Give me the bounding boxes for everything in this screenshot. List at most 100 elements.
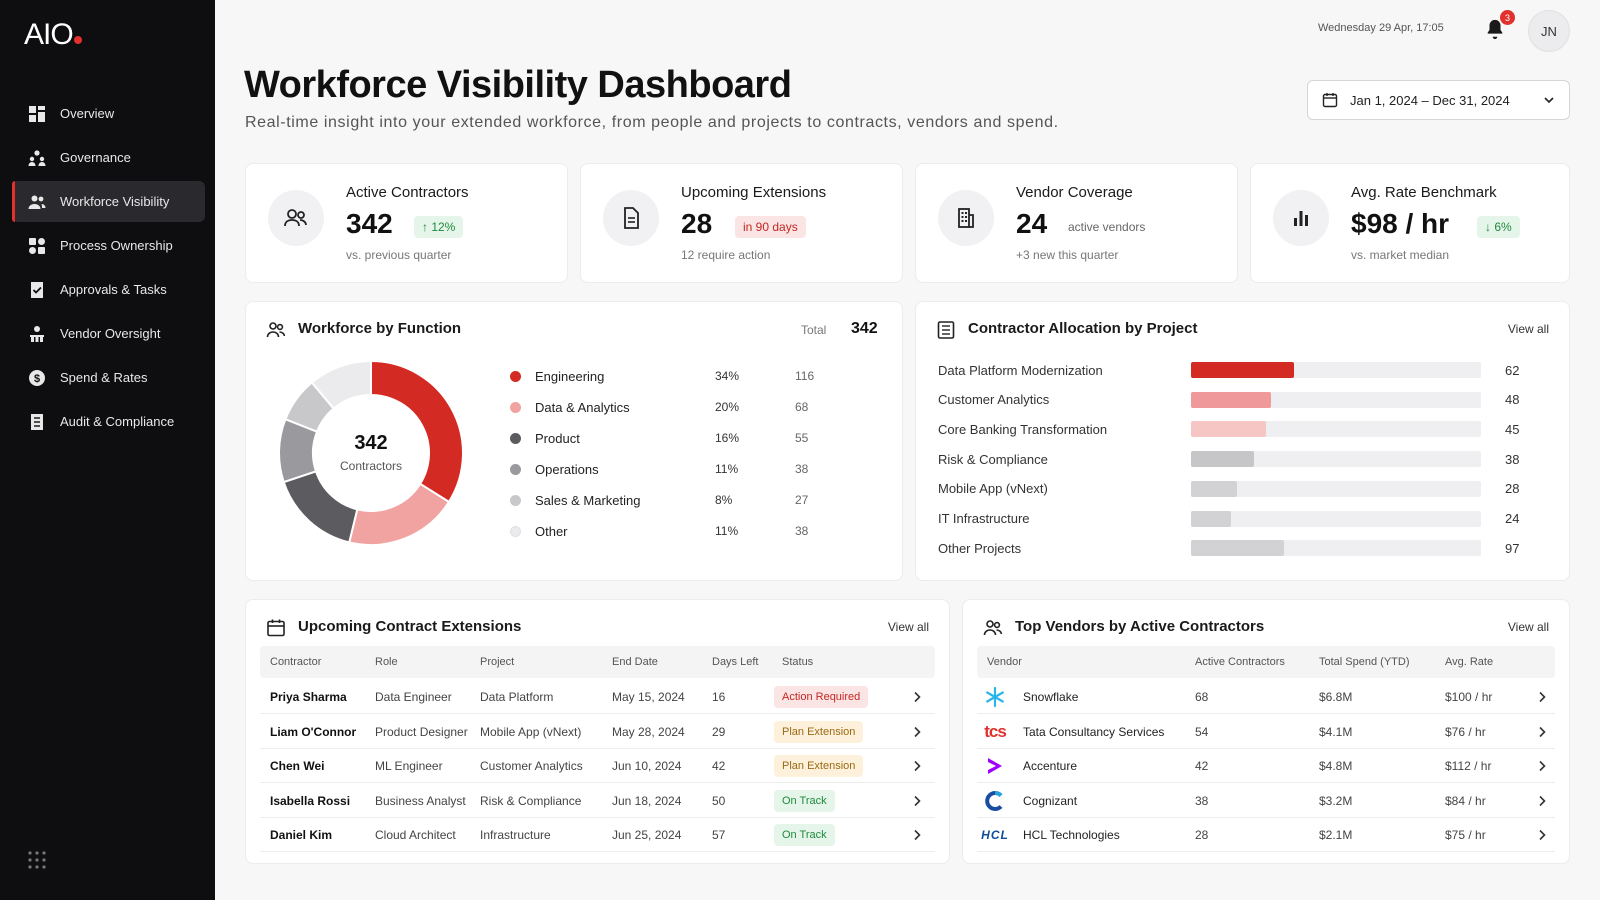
chevron-right-icon[interactable] [1537, 760, 1547, 772]
table-row[interactable]: Cognizant 38 $3.2M $84 / hr [977, 784, 1555, 818]
allocation-row[interactable]: Risk & Compliance 38 [938, 448, 1558, 470]
logo-dot [73, 36, 82, 44]
page-subtitle: Real-time insight into your extended wor… [245, 114, 1059, 131]
bell-icon[interactable] [1484, 18, 1506, 40]
date-range-label: Jan 1, 2024 – Dec 31, 2024 [1350, 92, 1510, 108]
sidebar-item-approvals-and-tasks[interactable]: Approvals & Tasks [12, 269, 205, 310]
chevron-right-icon[interactable] [912, 691, 922, 703]
active-contractors: 42 [1195, 759, 1209, 773]
sidebar-item-governance[interactable]: Governance [12, 137, 205, 178]
table-row[interactable]: Chen Wei ML Engineer Customer Analytics Jun… [260, 749, 935, 783]
kpi-icon-wrap [1273, 190, 1329, 246]
allocation-row[interactable]: Data Platform Modernization 62 [938, 359, 1558, 381]
sidebar-item-spend-and-rates[interactable]: $ Spend & Rates [12, 357, 205, 398]
table-row[interactable]: Isabella Rossi Business Analyst Risk & Com… [260, 784, 935, 818]
chevron-right-icon[interactable] [1537, 726, 1547, 738]
allocation-view-all-link[interactable]: View all [1507, 322, 1549, 336]
legend-count: 55 [795, 431, 809, 445]
chevron-right-icon[interactable] [1537, 795, 1547, 807]
vendor-name: Cognizant [1023, 793, 1078, 808]
table-row[interactable]: Snowflake 68 $6.8M $100 / hr [977, 680, 1555, 714]
donut-slice-data-and-analytics[interactable] [348, 482, 451, 546]
table-row[interactable]: Daniel Kim Cloud Architect Infrastructure J… [260, 818, 935, 852]
table-row[interactable]: Liam O'Connor Product Designer Mobile App … [260, 715, 935, 749]
table-row[interactable]: tcs Tata Consultancy Services 54 $4.1M $76 /… [977, 715, 1555, 749]
chevron-right-icon[interactable] [1537, 829, 1547, 841]
column-header: Project [480, 656, 515, 668]
app-logo[interactable]: AIO [24, 18, 82, 52]
table-row[interactable]: HCL HCL Technologies 28 $2.1M $75 / hr [977, 818, 1555, 852]
table-row[interactable]: Accenture 42 $4.8M $112 / hr [977, 749, 1555, 783]
sidebar: AIO Overview Governance Workforce Visibili… [0, 0, 215, 900]
sidebar-item-vendor-oversight[interactable]: Vendor Oversight [12, 313, 205, 354]
calendar-icon [267, 619, 285, 637]
column-header: Role [375, 656, 398, 668]
page-title: Workforce Visibility Dashboard [244, 64, 792, 106]
kpi-subtext: vs. market median [1351, 248, 1450, 262]
chevron-right-icon[interactable] [912, 829, 922, 841]
allocation-row[interactable]: Mobile App (vNext) 28 [938, 478, 1558, 500]
allocation-bar-track [1191, 391, 1481, 408]
contractor-project: Risk & Compliance [480, 793, 582, 808]
days-left: 42 [712, 759, 726, 773]
legend-color-dot [510, 401, 521, 413]
donut-slice-product[interactable] [282, 470, 359, 544]
sidebar-item-process-ownership[interactable]: Process Ownership [12, 225, 205, 266]
users-icon [983, 620, 1003, 636]
legend-count: 38 [795, 462, 809, 476]
grid-icon [28, 105, 46, 123]
kpi-subtext: vs. previous quarter [346, 248, 452, 262]
chevron-right-icon[interactable] [1537, 691, 1547, 703]
contractor-name: Priya Sharma [270, 690, 347, 704]
chevron-right-icon[interactable] [912, 795, 922, 807]
legend-item: Product 16% 55 [510, 423, 840, 453]
table-row[interactable]: Priya Sharma Data Engineer Data Platform Ma… [260, 680, 935, 714]
checklist-icon [28, 281, 46, 299]
panel-title: Upcoming Contract Extensions [298, 618, 522, 635]
allocation-bar-track [1191, 510, 1481, 527]
allocation-value: 97 [1505, 540, 1520, 556]
days-left: 50 [712, 793, 726, 808]
sidebar-item-audit-and-compliance[interactable]: Audit & Compliance [12, 401, 205, 442]
date-range-picker[interactable]: Jan 1, 2024 – Dec 31, 2024 [1307, 80, 1570, 120]
allocation-value: 28 [1505, 481, 1520, 497]
kpi-title: Upcoming Extensions [681, 184, 827, 201]
chevron-right-icon[interactable] [912, 726, 922, 738]
extensions-view-all-link[interactable]: View all [887, 620, 929, 634]
allocation-row[interactable]: Customer Analytics 48 [938, 389, 1558, 411]
user-avatar[interactable]: JN [1528, 10, 1570, 52]
project-name: Customer Analytics [938, 392, 1050, 408]
project-name: Risk & Compliance [938, 451, 1048, 467]
donut-slice-engineering[interactable] [370, 360, 464, 504]
legend-item: Engineering 34% 116 [510, 361, 840, 391]
kpi-icon-wrap [603, 190, 659, 246]
vendors-view-all-link[interactable]: View all [1507, 620, 1549, 634]
allocation-value: 62 [1505, 362, 1520, 378]
allocation-bar-fill [1191, 391, 1271, 408]
donut-slice-other[interactable] [310, 360, 372, 410]
avg-rate: $100 / hr [1445, 690, 1493, 704]
status-badge: Action Required [774, 686, 869, 708]
allocation-bar-track [1191, 540, 1481, 557]
extensions-table-header: Contractor Role Project End Date Days Le… [260, 646, 935, 678]
legend-item: Data & Analytics 20% 68 [510, 392, 840, 422]
kpi-change-badge: ↓ 6% [1477, 216, 1520, 238]
legend-color-dot [510, 525, 521, 537]
end-date: Jun 10, 2024 [612, 759, 682, 773]
avg-rate: $84 / hr [1445, 793, 1486, 808]
building-icon [958, 208, 974, 228]
sidebar-item-overview[interactable]: Overview [12, 93, 205, 134]
allocation-row[interactable]: IT Infrastructure 24 [938, 508, 1558, 530]
sidebar-item-workforce-visibility[interactable]: Workforce Visibility [12, 181, 205, 222]
sidebar-item-label: Audit & Compliance [60, 414, 175, 429]
allocation-row[interactable]: Other Projects 97 [938, 537, 1558, 559]
legend-label: Other [535, 523, 568, 539]
column-header: Total Spend (YTD) [1319, 656, 1410, 668]
legend-item: Sales & Marketing 8% 27 [510, 485, 840, 515]
chevron-right-icon[interactable] [912, 760, 922, 772]
allocation-bar-track [1191, 480, 1481, 497]
allocation-row[interactable]: Core Banking Transformation 45 [938, 418, 1558, 440]
workforce-by-function-panel: Workforce by Function Total 342 342 Cont… [245, 301, 903, 581]
apps-grid-icon[interactable] [27, 850, 47, 870]
legend-label: Product [535, 430, 580, 446]
